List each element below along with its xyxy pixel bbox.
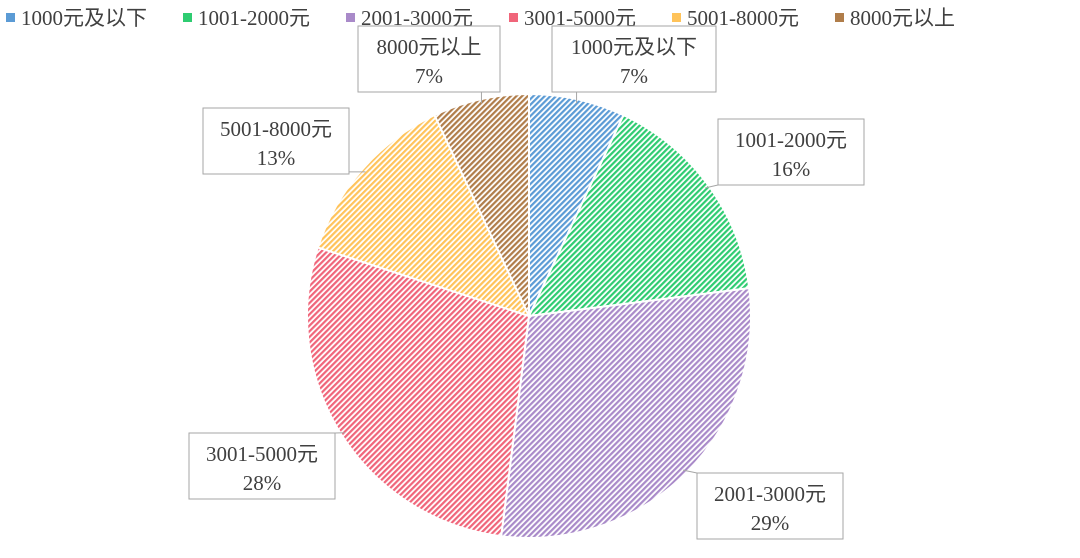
legend-swatch xyxy=(509,12,518,22)
legend-item: 1000元及以下 xyxy=(6,2,147,32)
data-label: 3001-5000元 28% xyxy=(188,432,336,500)
data-label-box xyxy=(357,25,501,93)
data-label-box xyxy=(202,107,350,175)
data-label: 1001-2000元 16% xyxy=(717,118,865,186)
legend-label: 8000元以上 xyxy=(850,6,955,30)
pie-slice xyxy=(306,246,531,538)
data-label: 5001-8000元 13% xyxy=(202,107,350,175)
legend-item: 8000元以上 xyxy=(835,2,955,32)
data-label-category: 5001-8000元 xyxy=(220,117,332,141)
leader-line xyxy=(683,469,698,474)
data-label: 8000元以上 7% xyxy=(357,25,501,93)
data-label-category: 1000元及以下 xyxy=(571,35,697,59)
data-label-category: 2001-3000元 xyxy=(714,482,826,506)
legend-swatch xyxy=(346,12,355,22)
data-label: 2001-3000元 29% xyxy=(696,472,844,540)
legend-swatch xyxy=(672,12,681,22)
data-label-box xyxy=(717,118,865,186)
data-label-value: 16% xyxy=(772,157,811,181)
pie-slice xyxy=(527,113,751,318)
data-label-category: 1001-2000元 xyxy=(735,128,847,152)
data-label-box xyxy=(188,432,336,500)
data-label-category: 3001-5000元 xyxy=(206,442,318,466)
data-label-value: 29% xyxy=(751,511,790,535)
data-labels: 1000元及以下 7% 1001-2000元 16% 2001-3000元 29% 3001… xyxy=(188,25,865,540)
data-label-category: 8000元以上 xyxy=(377,35,482,59)
data-label-value: 7% xyxy=(620,64,648,88)
data-label-value: 28% xyxy=(243,471,282,495)
legend-swatch xyxy=(835,12,844,22)
legend-swatch xyxy=(6,12,15,22)
data-label: 1000元及以下 7% xyxy=(551,25,717,93)
pie-slice xyxy=(316,113,531,318)
pie-slices xyxy=(306,92,752,539)
data-label-box xyxy=(696,472,844,540)
legend: 1000元及以下 1001-2000元 2001-3000元 3001-5000元 50… xyxy=(6,2,1076,32)
leader-line xyxy=(705,184,719,189)
data-label-box xyxy=(551,25,717,93)
pie-slice xyxy=(433,92,530,317)
pie-slice xyxy=(500,287,752,539)
data-label-value: 13% xyxy=(257,146,296,170)
leader-lines xyxy=(334,92,719,474)
legend-item: 1001-2000元 xyxy=(183,2,310,32)
legend-label: 1001-2000元 xyxy=(198,6,310,30)
legend-label: 1000元及以下 xyxy=(21,6,147,30)
legend-swatch xyxy=(183,12,192,22)
data-label-value: 7% xyxy=(415,64,443,88)
